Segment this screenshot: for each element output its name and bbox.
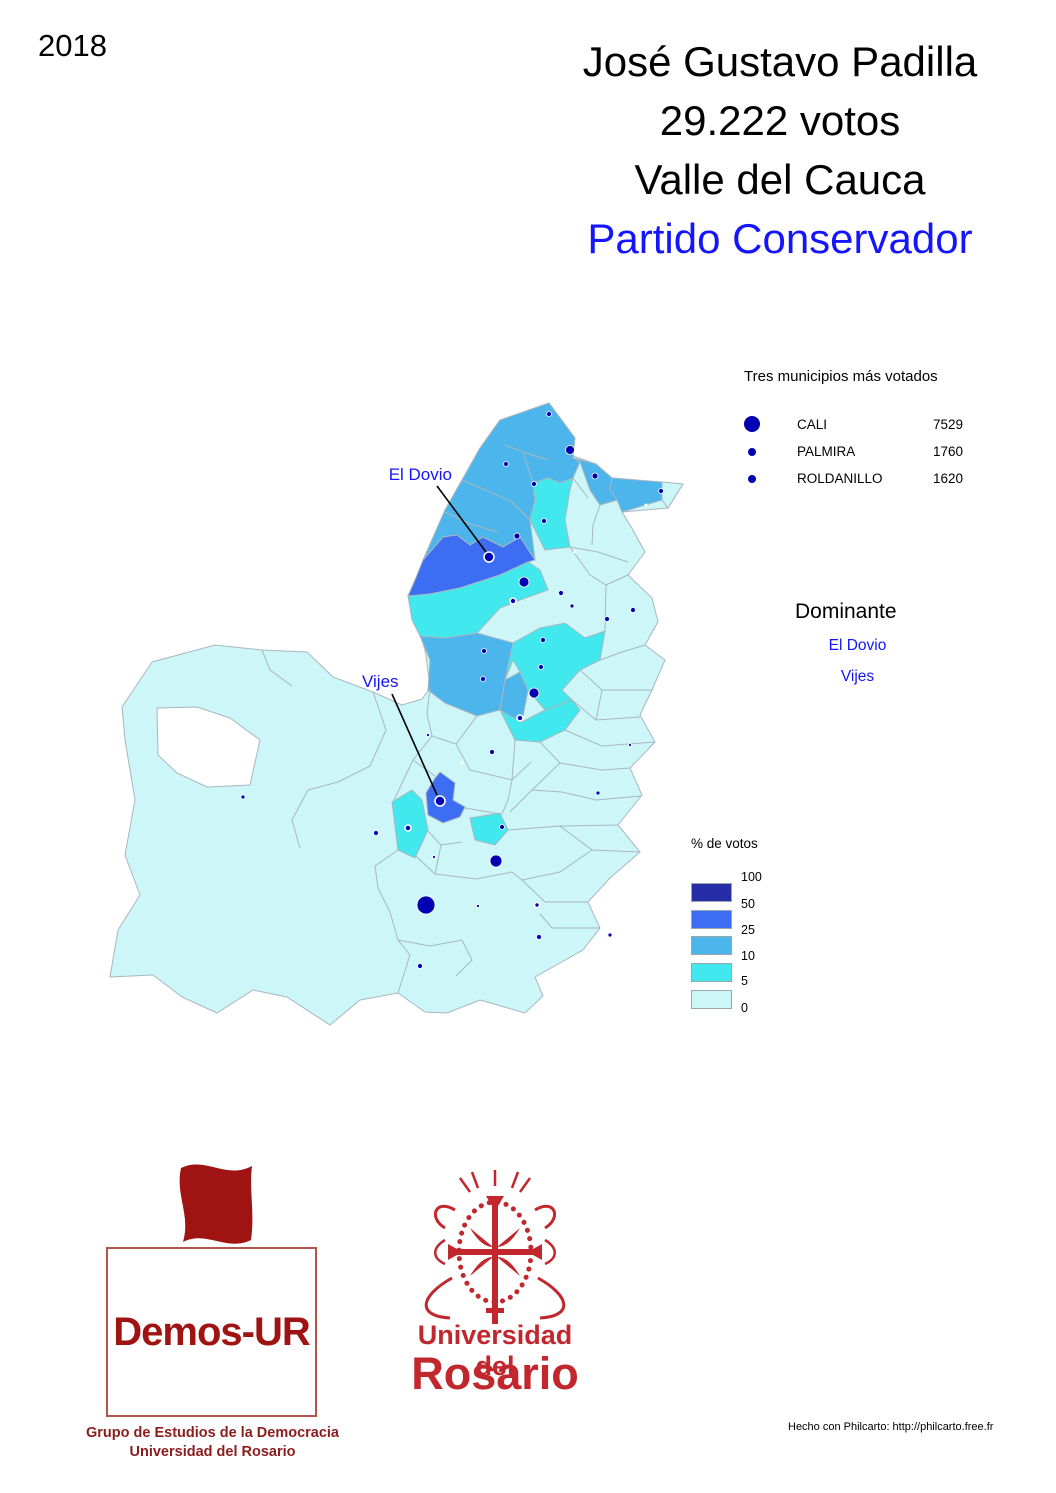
zero-vote-dots bbox=[460, 503, 648, 765]
municipio-name: PALMIRA bbox=[797, 444, 856, 459]
legend-swatch-10 bbox=[691, 963, 732, 982]
municipality-region bbox=[529, 477, 574, 551]
philcarto-credit: Hecho con Philcarto: http://philcarto.fr… bbox=[788, 1421, 994, 1433]
vijes-label: Vijes bbox=[362, 672, 399, 691]
party-name: Partido Conservador bbox=[587, 215, 973, 262]
legend-tick: 25 bbox=[741, 923, 755, 937]
rosario-name-line2: Rosario bbox=[411, 1348, 579, 1399]
municipality-region-vijes bbox=[425, 771, 466, 824]
dominante-item: Vijes bbox=[840, 668, 875, 685]
vote-total: 29.222 votos bbox=[659, 97, 901, 144]
candidate-name: José Gustavo Padilla bbox=[582, 38, 978, 85]
dominante-title: Dominante bbox=[795, 600, 897, 623]
municipality-region bbox=[407, 561, 549, 639]
palmira-map-dot bbox=[489, 854, 503, 868]
dominante-item: El Dovio bbox=[828, 637, 887, 654]
municipio-value: 1760 bbox=[933, 444, 964, 459]
legend-tick: 10 bbox=[741, 949, 755, 963]
roldanillo-map-dot bbox=[565, 445, 575, 455]
vote-dots bbox=[240, 411, 664, 969]
municipality-region bbox=[469, 812, 509, 846]
cali-map-dot bbox=[416, 895, 436, 915]
municipio-name: CALI bbox=[797, 417, 828, 432]
el-dovio-map-dot bbox=[483, 551, 495, 563]
municipality-region bbox=[661, 481, 684, 509]
votes-legend-title: % de votos bbox=[691, 836, 758, 851]
palmira-dot bbox=[748, 448, 756, 456]
top-municipios-title: Tres municipios más votados bbox=[744, 368, 938, 385]
municipality-region bbox=[504, 622, 606, 711]
legend-swatch-50 bbox=[691, 910, 732, 929]
legend-tick: 100 bbox=[741, 870, 762, 884]
title-block: José Gustavo Padilla 29.222 votos Valle … bbox=[505, 32, 1055, 268]
municipio-name: ROLDANILLO bbox=[797, 471, 883, 486]
municipio-value: 7529 bbox=[933, 417, 964, 432]
demos-ur-logo-text: Demos-UR bbox=[113, 1309, 310, 1354]
roldanillo-dot bbox=[748, 475, 756, 483]
legend-tick: 5 bbox=[741, 974, 748, 988]
legend-tick: 0 bbox=[741, 1001, 748, 1015]
municipality-borders bbox=[261, 444, 656, 994]
el-dovio-leader-line bbox=[436, 485, 487, 553]
el-dovio-label: El Dovio bbox=[388, 465, 452, 484]
demos-ur-logo-box: Demos-UR bbox=[106, 1247, 317, 1417]
legend-swatch-25 bbox=[691, 936, 732, 955]
legend-swatch-0 bbox=[691, 990, 732, 1009]
bay-hole bbox=[156, 706, 261, 788]
legend-tick: 50 bbox=[741, 897, 755, 911]
legend-swatch-100 bbox=[691, 883, 732, 902]
vijes-map-dot bbox=[434, 795, 446, 807]
demos-caption-line1: Grupo de Estudios de la Democracia bbox=[85, 1425, 339, 1441]
municipio-value: 1620 bbox=[933, 471, 964, 486]
cali-dot bbox=[744, 416, 760, 432]
year-label: 2018 bbox=[38, 28, 107, 63]
region-name: Valle del Cauca bbox=[634, 156, 926, 203]
vijes-leader-line bbox=[391, 693, 438, 796]
demos-caption-line2: Universidad del Rosario bbox=[129, 1444, 296, 1460]
rosario-name-line1: Universidad del bbox=[417, 1320, 573, 1381]
municipality-region bbox=[498, 699, 581, 743]
demos-ur-caption: Grupo de Estudios de la Democracia Unive… bbox=[60, 1424, 365, 1462]
